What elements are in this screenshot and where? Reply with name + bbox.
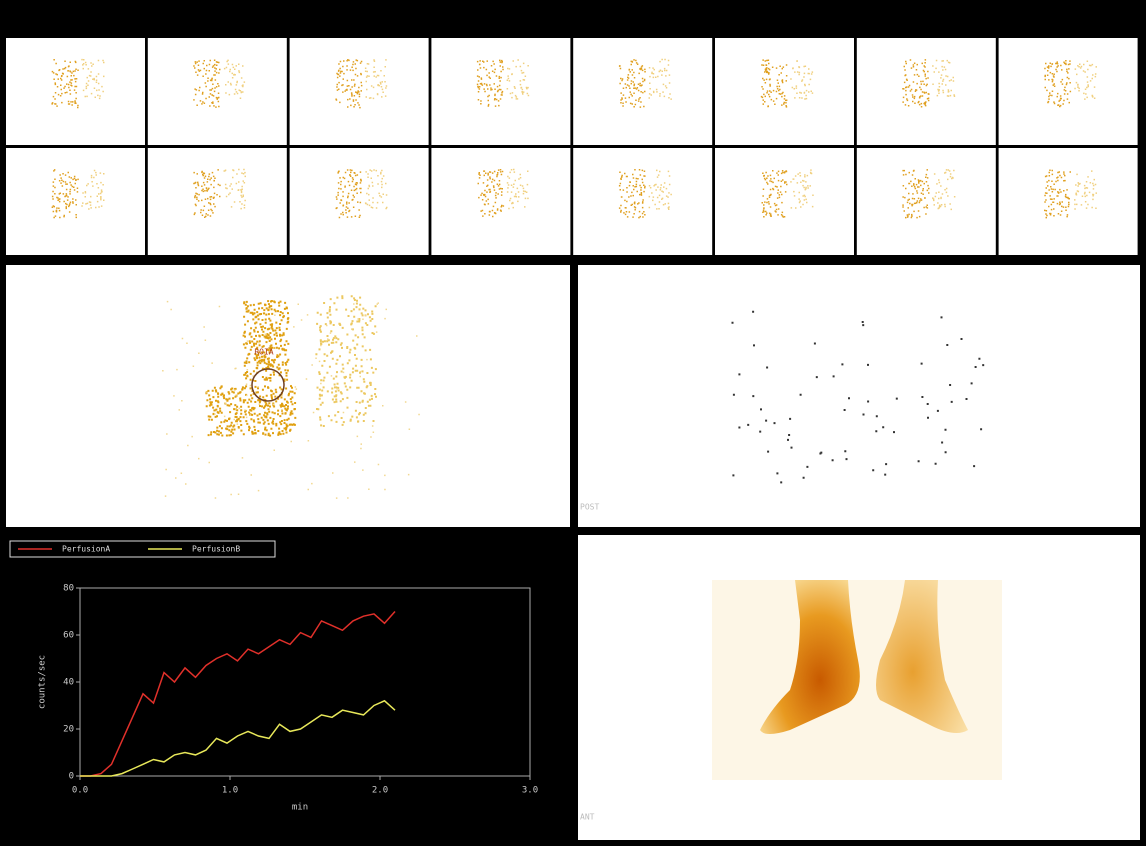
roi-label: ROIA <box>254 348 273 357</box>
posterior-panel <box>578 265 1140 527</box>
y-tick-label: 0 <box>69 772 74 782</box>
panel-label: POST <box>580 503 599 512</box>
thumbnail <box>715 148 854 255</box>
thumbnail <box>6 38 145 145</box>
thumbnail <box>857 38 996 145</box>
thumbnail <box>290 148 429 255</box>
y-tick-label: 40 <box>63 678 74 688</box>
y-tick-label: 20 <box>63 725 74 735</box>
panel-label: ANT <box>580 813 595 822</box>
thumbnail <box>148 38 287 145</box>
thumbnail <box>857 148 996 255</box>
y-axis-label: counts/sec <box>38 655 48 709</box>
legend-label: PerfusionB <box>192 545 240 554</box>
thumbnail <box>431 38 570 145</box>
thumbnail <box>431 148 570 255</box>
legend-label: PerfusionA <box>62 545 110 554</box>
y-tick-label: 80 <box>63 584 74 594</box>
thumbnail <box>999 148 1138 255</box>
screen-canvas: ROIA POST ANT min counts/sec 0 20 40 60 80 0.… <box>0 0 1146 846</box>
thumbnail <box>715 38 854 145</box>
y-tick-label: 60 <box>63 631 74 641</box>
thumbnail <box>999 38 1138 145</box>
x-axis-label: min <box>292 803 308 813</box>
x-tick-label: 0.0 <box>72 786 88 796</box>
thumbnail <box>573 38 712 145</box>
x-tick-label: 1.0 <box>222 786 238 796</box>
x-tick-label: 3.0 <box>522 786 538 796</box>
thumbnail <box>148 148 287 255</box>
x-tick-label: 2.0 <box>372 786 388 796</box>
thumbnail <box>6 148 145 255</box>
screen: {"chart_data":{"type":"line","x_label":"… <box>0 0 1146 846</box>
